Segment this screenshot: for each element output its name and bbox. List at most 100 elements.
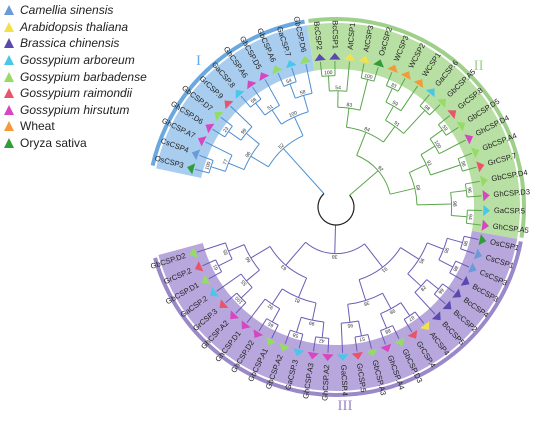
- branch: [271, 308, 281, 323]
- leaf-triangle-icon: [300, 56, 312, 64]
- branch: [255, 102, 266, 116]
- leaf-triangle-icon: [322, 353, 334, 361]
- branch-arc: [264, 105, 280, 116]
- branch: [439, 139, 466, 155]
- branch-arc: [240, 126, 253, 141]
- clade-ring: [150, 19, 305, 167]
- branch-arc: [269, 246, 307, 279]
- legend-item: Gossypium raimondii: [4, 85, 204, 102]
- branch: [216, 273, 242, 292]
- leaf-triangle-icon: [452, 288, 462, 298]
- leaf-triangle-icon: [279, 343, 291, 352]
- bootstrap-value: 58: [414, 184, 421, 191]
- legend-label: Arabidopsis thaliana: [20, 19, 129, 34]
- branch: [430, 164, 461, 176]
- branch: [403, 109, 426, 134]
- bootstrap-value: 28: [419, 284, 427, 292]
- leaf-triangle-icon: [407, 330, 418, 339]
- bootstrap-value: 58: [250, 97, 258, 105]
- branch: [205, 141, 233, 156]
- bootstrap-value: 95: [222, 248, 230, 256]
- branch: [420, 145, 436, 156]
- leaf-triangle-icon: [456, 121, 466, 132]
- bootstrap-value: 98: [451, 201, 457, 207]
- branch-arc: [236, 292, 247, 303]
- leaf-triangle-icon: [189, 247, 198, 258]
- branch: [220, 116, 233, 127]
- root-arc: [317, 193, 336, 226]
- leaf-triangle-icon: [247, 80, 257, 90]
- branch: [458, 152, 472, 160]
- branch: [360, 63, 365, 79]
- legend-label: Gossypium barbadense: [20, 69, 147, 84]
- branch: [277, 72, 285, 87]
- branch: [210, 166, 226, 172]
- legend-item: Wheat: [4, 118, 204, 135]
- branch: [264, 79, 280, 106]
- branch: [442, 283, 455, 293]
- branch-arc: [266, 318, 279, 326]
- bootstrap-value: 61: [212, 263, 220, 271]
- leaf-triangle-icon: [464, 134, 474, 145]
- clade-label: II: [474, 58, 484, 74]
- leaf-label: GaCSP.4: [339, 365, 349, 396]
- branch-arc: [450, 192, 453, 216]
- branch: [252, 86, 262, 100]
- branch: [464, 235, 479, 240]
- leaf-label: GaCSP.5: [494, 206, 525, 216]
- bootstrap-value: 81: [294, 296, 302, 304]
- bootstrap-value: 52: [278, 142, 286, 150]
- leaf-triangle-icon: [380, 343, 392, 353]
- bootstrap-value: 99: [240, 127, 248, 135]
- branch: [434, 293, 446, 305]
- leaf-label: GhCSP.D3: [493, 187, 530, 199]
- branch: [228, 162, 245, 171]
- branch-arc: [465, 210, 468, 224]
- leaf-triangle-icon: [467, 262, 477, 273]
- branch: [397, 78, 406, 92]
- branch: [407, 273, 422, 287]
- bootstrap-value: 94: [466, 214, 472, 220]
- bootstrap-value: 96: [459, 160, 467, 167]
- bootstrap-value: 96: [461, 240, 468, 247]
- branch-arc: [358, 247, 401, 281]
- bootstrap-value: 58: [292, 331, 299, 338]
- leaf-triangle-icon: [344, 53, 356, 61]
- branch: [364, 243, 384, 268]
- branch: [385, 88, 393, 103]
- leaf-triangle-icon: [373, 59, 384, 68]
- branch: [429, 104, 441, 116]
- triangle-icon: [4, 38, 14, 49]
- branch-arc: [283, 81, 297, 87]
- branch: [305, 64, 313, 94]
- branch: [235, 302, 247, 314]
- branch-arc: [346, 126, 384, 143]
- branch: [427, 242, 444, 250]
- bootstrap-value: 95: [347, 322, 353, 329]
- leaf-triangle-icon: [483, 204, 491, 217]
- branch-arc: [420, 154, 431, 176]
- branch: [196, 242, 226, 253]
- branch: [298, 334, 304, 349]
- bootstrap-value: 98: [388, 307, 396, 315]
- branch-arc: [301, 316, 324, 323]
- clade-label: III: [337, 398, 352, 414]
- branch: [319, 61, 323, 77]
- legend-label: Oryza sativa: [20, 136, 87, 151]
- branch-arc: [290, 329, 303, 335]
- branch-arc: [419, 105, 431, 116]
- bootstrap-value: 55: [240, 278, 248, 286]
- leaf-triangle-icon: [205, 123, 215, 134]
- branch-arc: [208, 160, 214, 174]
- bootstrap-value: 51: [267, 104, 275, 112]
- branch-arc: [225, 242, 233, 260]
- root-branch: [349, 170, 379, 196]
- branch: [462, 166, 477, 172]
- branch-arc: [386, 85, 399, 92]
- leaf-triangle-icon: [482, 190, 490, 202]
- bootstrap-value: 63: [280, 263, 288, 271]
- branch-arc: [433, 283, 443, 295]
- leaf-triangle-icon: [442, 300, 452, 310]
- branch: [228, 131, 242, 141]
- branch: [414, 292, 436, 315]
